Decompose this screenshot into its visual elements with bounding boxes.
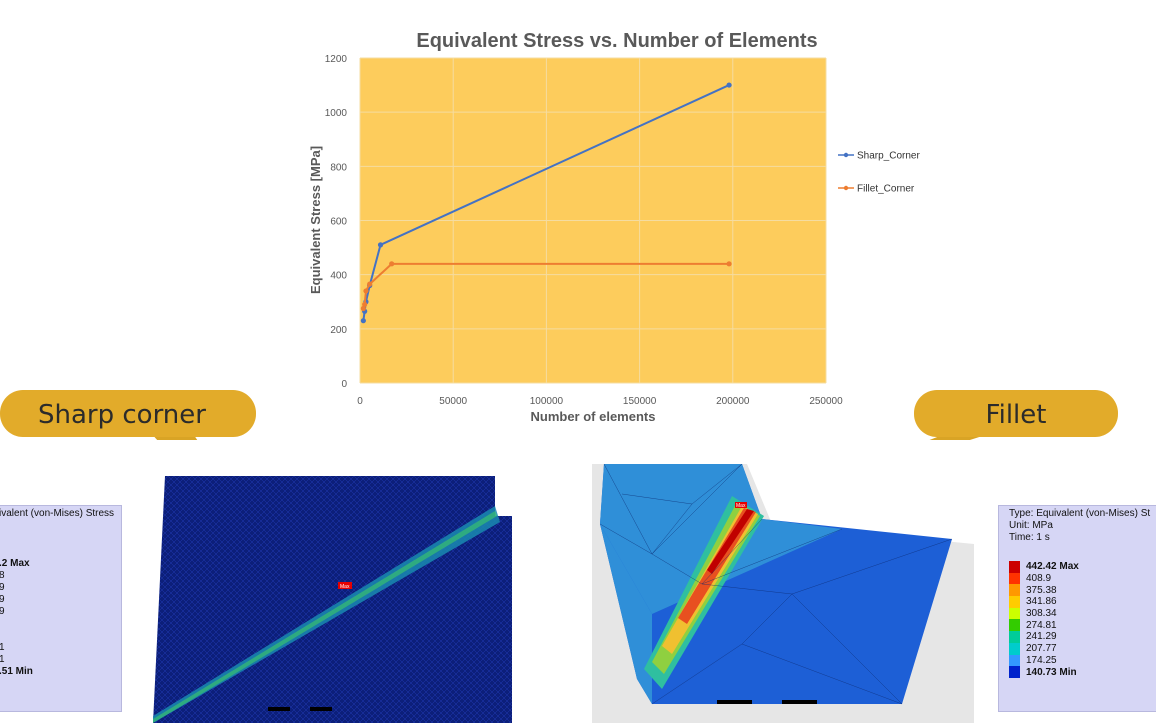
x-tick-labels: 0 50000 100000 150000 200000 250000	[357, 396, 843, 407]
left-panel-value: 1	[0, 654, 5, 665]
sharp-corner-mesh: Max	[150, 476, 512, 723]
data-point	[360, 305, 366, 312]
left-panel-type: ivalent (von-Mises) Stress	[0, 508, 115, 519]
callout-fillet: Fillet	[914, 390, 1118, 440]
left-panel-min: .51 Min	[0, 666, 33, 677]
data-point	[362, 301, 368, 308]
data-point	[726, 82, 732, 88]
right-panel-value: 308.34	[1026, 608, 1057, 620]
right-panel-unit: Unit: MPa	[1009, 520, 1053, 531]
callout-sharp-corner: Sharp corner	[0, 390, 256, 440]
y-tick-label: 800	[330, 162, 347, 173]
data-point	[363, 288, 369, 294]
y-tick-label: 0	[341, 379, 347, 390]
right-panel-value: 408.9	[1026, 573, 1052, 585]
right-panel-min: 140.73 Min	[1026, 666, 1077, 678]
right-panel-scale: 442.42 Max 408.9 375.38 341.86 308.34 27…	[1009, 561, 1156, 678]
fillet-mesh: Max	[592, 464, 974, 723]
x-tick-label: 0	[357, 396, 363, 407]
legend-swatch	[1009, 654, 1020, 667]
y-axis-label: Equivalent Stress [MPa]	[308, 146, 323, 294]
left-panel-value: 9	[0, 606, 5, 617]
y-tick-label: 1000	[325, 108, 348, 119]
legend-swatch	[1009, 572, 1020, 585]
legend-swatch	[1009, 666, 1020, 678]
x-tick-label: 200000	[716, 396, 750, 407]
right-panel-max: 442.42 Max	[1026, 561, 1079, 573]
x-axis-label: Number of elements	[531, 409, 656, 424]
x-tick-label: 250000	[809, 396, 843, 407]
data-point	[377, 242, 384, 248]
left-panel-value: 9	[0, 594, 5, 605]
right-panel-value: 207.77	[1026, 643, 1057, 655]
fillet-max-label: Max	[736, 503, 746, 509]
legend-swatch	[1009, 607, 1020, 620]
y-tick-label: 400	[330, 271, 347, 282]
legend-swatch	[1009, 596, 1020, 608]
x-tick-label: 100000	[530, 396, 564, 407]
legend-swatch	[1009, 561, 1020, 573]
right-panel-type: Type: Equivalent (von-Mises) St	[1009, 508, 1151, 519]
x-tick-label: 150000	[623, 396, 657, 407]
data-point	[360, 318, 366, 324]
data-point	[389, 261, 395, 267]
grid-lines	[359, 57, 827, 384]
left-panel-value: 9	[0, 582, 5, 593]
sharp-max-label: Max	[340, 584, 350, 590]
left-panel-value: 1	[0, 642, 5, 653]
y-tick-label: 1200	[325, 54, 348, 65]
legend-swatch	[1009, 619, 1020, 632]
legend-entry: Fillet_Corner	[857, 184, 915, 195]
callout-fillet-text: Fillet	[986, 400, 1047, 430]
data-point	[726, 261, 732, 267]
right-panel-value: 274.81	[1026, 619, 1057, 631]
legend-entry: Sharp_Corner	[857, 151, 920, 162]
legend-swatch	[1009, 584, 1020, 597]
callout-sharp-text: Sharp corner	[38, 400, 206, 430]
right-panel-value: 375.38	[1026, 584, 1057, 596]
right-stress-legend: Type: Equivalent (von-Mises) St Unit: MP…	[998, 505, 1156, 712]
y-tick-label: 600	[330, 217, 347, 228]
right-panel-value: 241.29	[1026, 631, 1057, 643]
series-lines	[360, 82, 732, 324]
left-panel-max: .2 Max	[0, 558, 30, 569]
left-stress-legend: ivalent (von-Mises) Stress .2 Max 8 9 9 …	[0, 505, 122, 712]
x-tick-label: 50000	[439, 396, 467, 407]
stress-chart: 0 50000 100000 150000 200000 250000 0 200 400 60…	[0, 30, 1118, 440]
legend-swatch	[1009, 631, 1020, 643]
left-panel-value: 8	[0, 570, 5, 581]
left-panel-value	[0, 618, 121, 630]
y-tick-labels: 0 200 400 600 800 1000 1200	[325, 54, 348, 390]
left-panel-value	[0, 630, 121, 642]
right-panel-value: 174.25	[1026, 654, 1057, 666]
legend-swatch	[1009, 642, 1020, 655]
legend-marker	[843, 185, 849, 191]
chart-legend: Sharp_Corner Fillet_Corner	[838, 151, 920, 195]
left-panel-scale: .2 Max 8 9 9 9 1 1 .51 Min	[0, 558, 121, 678]
y-tick-label: 200	[330, 325, 347, 336]
right-panel-time: Time: 1 s	[1009, 532, 1050, 543]
chart-title: Equivalent Stress vs. Number of Elements	[416, 30, 817, 52]
right-panel-value: 341.86	[1026, 596, 1057, 608]
data-point	[367, 281, 373, 287]
legend-marker	[843, 152, 849, 158]
